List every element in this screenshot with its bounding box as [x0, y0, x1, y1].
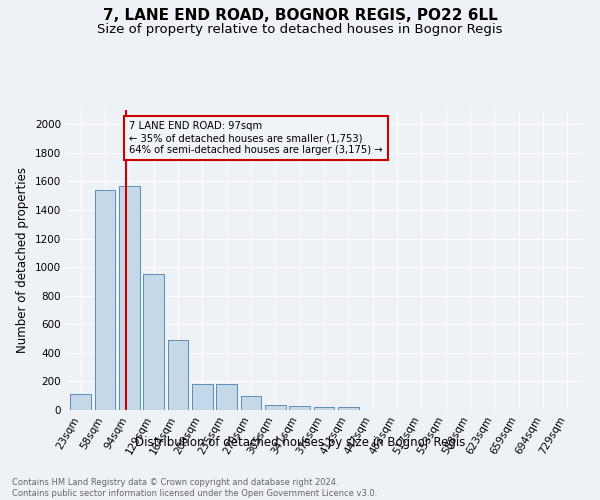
Bar [192, 384, 212, 410]
Bar [314, 408, 334, 410]
Text: Contains HM Land Registry data © Crown copyright and database right 2024.
Contai: Contains HM Land Registry data © Crown c… [12, 478, 377, 498]
Bar [143, 274, 164, 410]
Bar [167, 340, 188, 410]
Bar [95, 190, 115, 410]
Text: Distribution of detached houses by size in Bognor Regis: Distribution of detached houses by size … [135, 436, 465, 449]
Y-axis label: Number of detached properties: Number of detached properties [16, 167, 29, 353]
Text: 7 LANE END ROAD: 97sqm
← 35% of detached houses are smaller (1,753)
64% of semi-: 7 LANE END ROAD: 97sqm ← 35% of detached… [129, 122, 383, 154]
Bar [70, 394, 91, 410]
Bar [289, 406, 310, 410]
Bar [338, 408, 359, 410]
Bar [265, 404, 286, 410]
Text: Size of property relative to detached houses in Bognor Regis: Size of property relative to detached ho… [97, 22, 503, 36]
Text: 7, LANE END ROAD, BOGNOR REGIS, PO22 6LL: 7, LANE END ROAD, BOGNOR REGIS, PO22 6LL [103, 8, 497, 22]
Bar [119, 186, 140, 410]
Bar [216, 384, 237, 410]
Bar [241, 396, 262, 410]
